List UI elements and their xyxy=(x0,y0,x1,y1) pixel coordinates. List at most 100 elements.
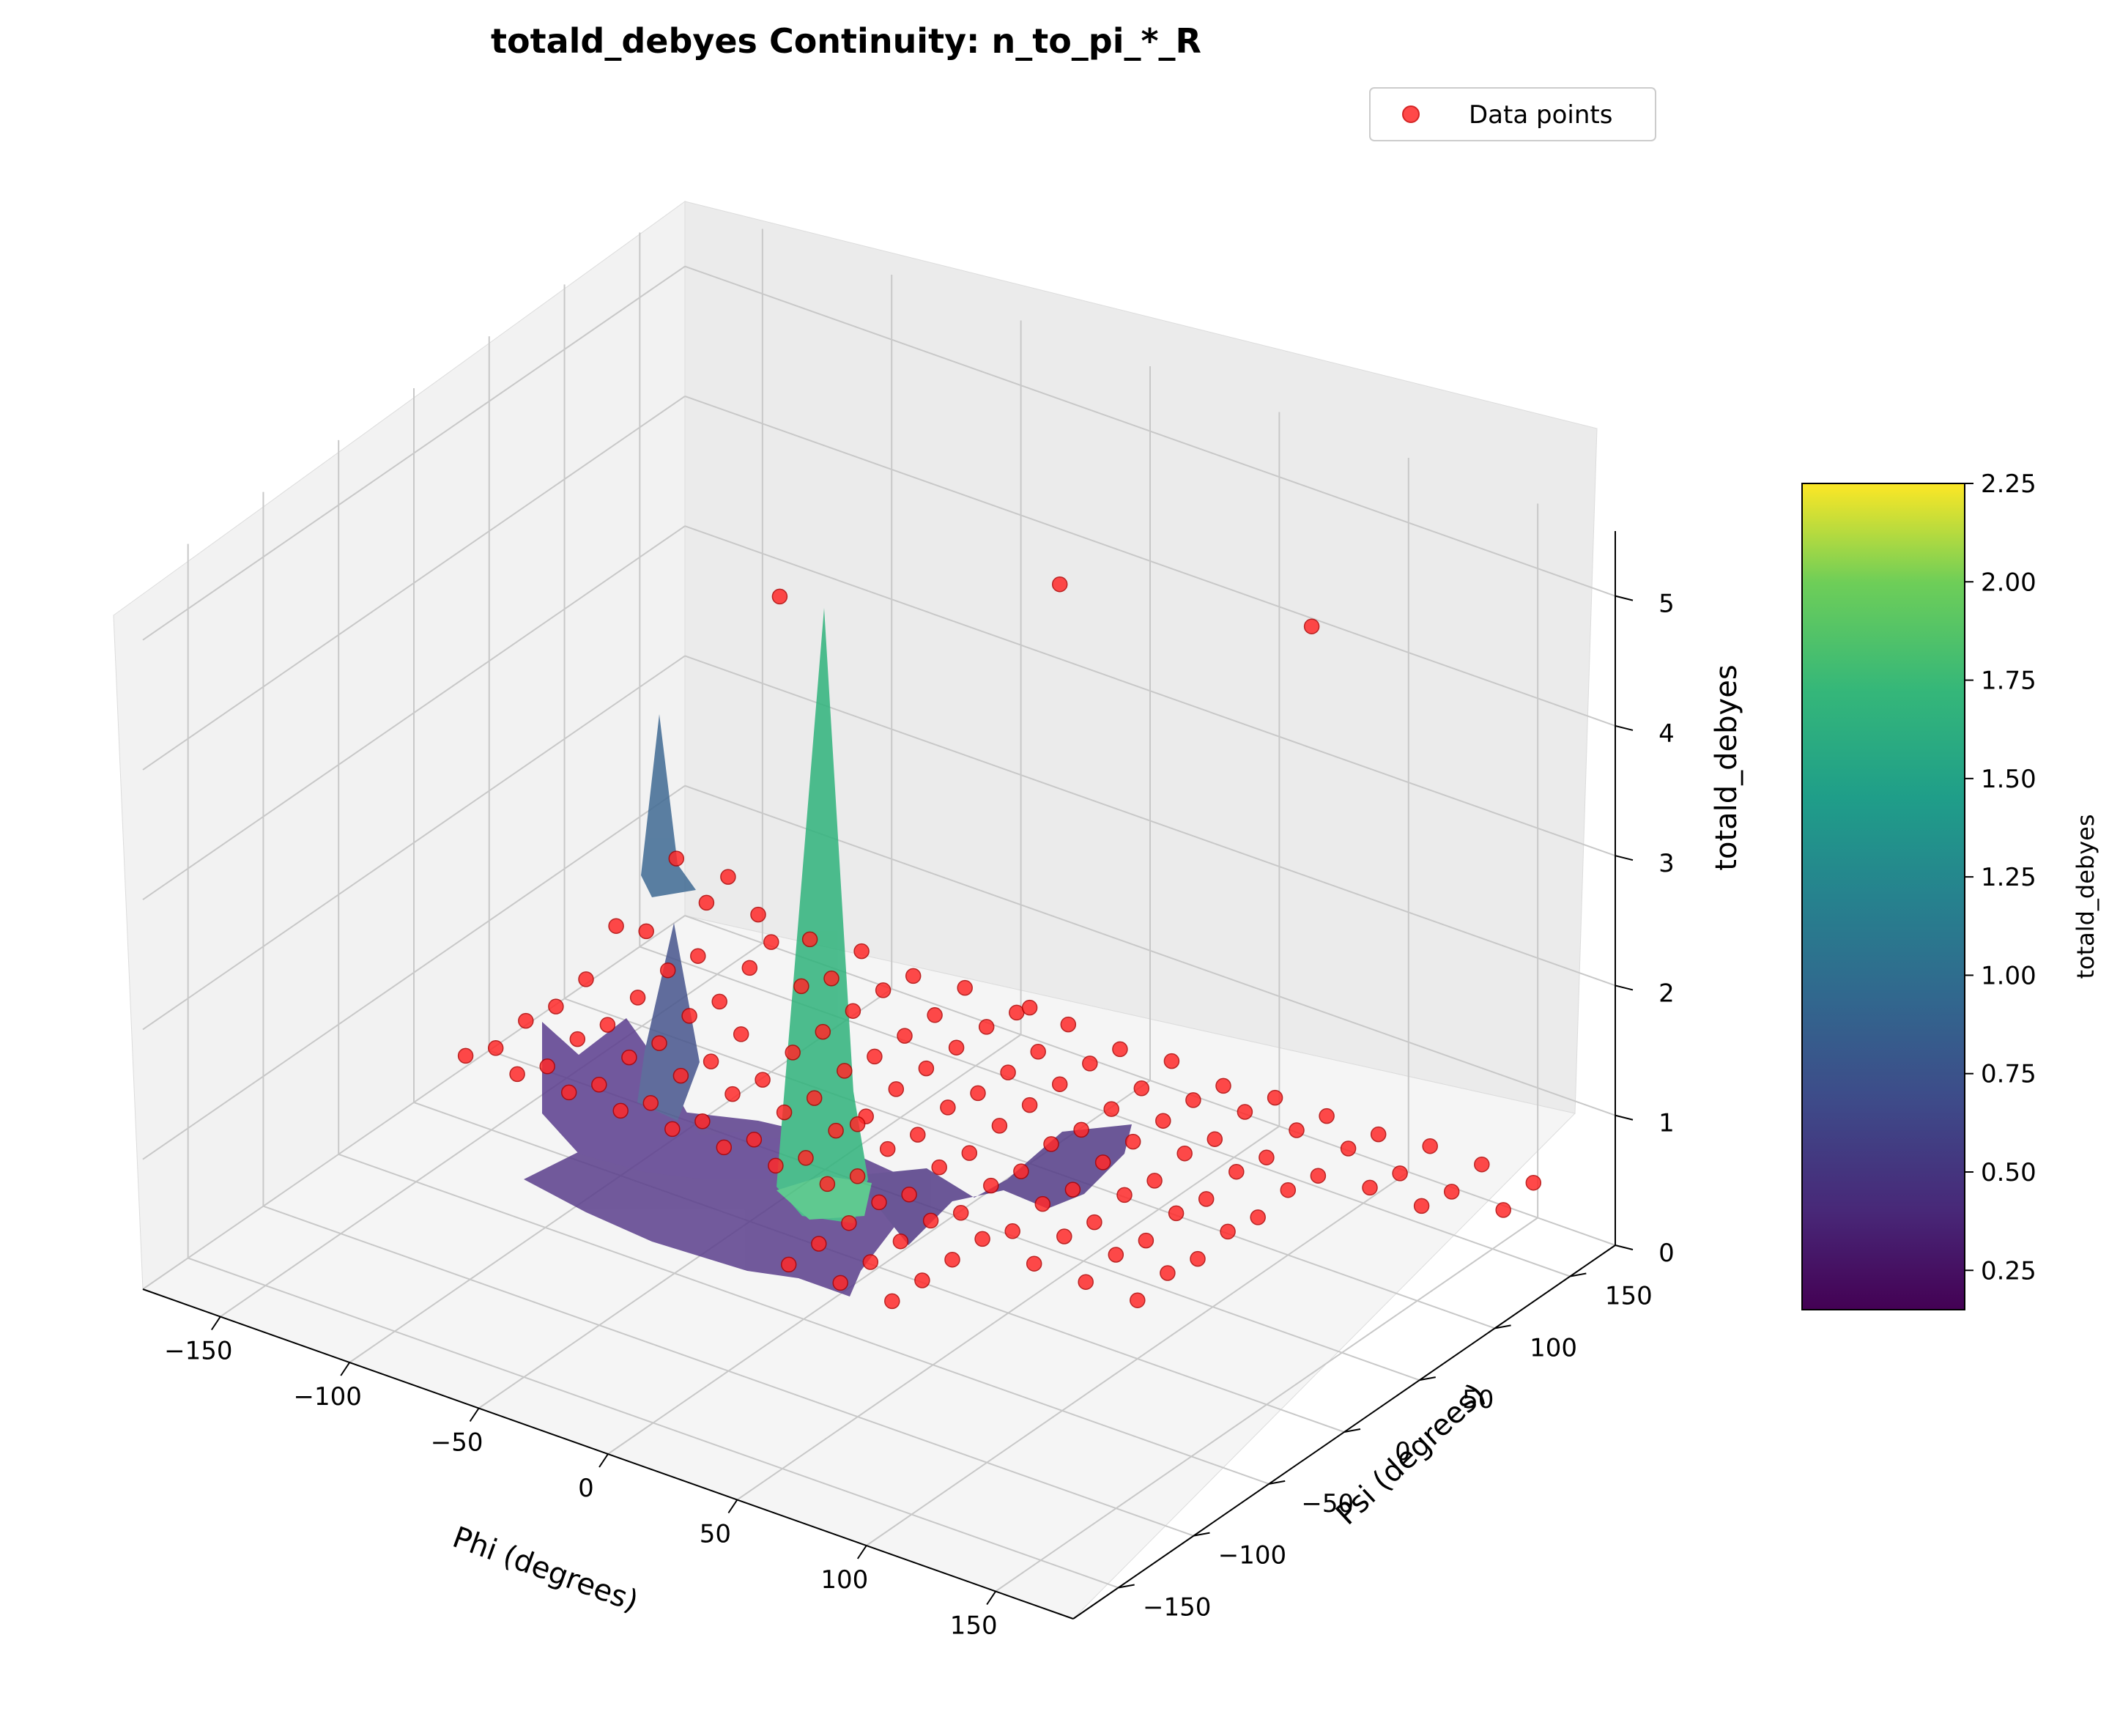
data-point xyxy=(837,1063,853,1079)
data-point xyxy=(621,1049,637,1066)
data-point xyxy=(776,1104,793,1121)
data-point xyxy=(1250,1209,1266,1225)
colorbar-tick-label: 1.25 xyxy=(1981,863,2036,892)
z-tick-label: 4 xyxy=(1658,719,1675,749)
data-point xyxy=(1207,1131,1223,1147)
data-point xyxy=(733,1026,749,1042)
data-point xyxy=(884,1293,900,1310)
data-point xyxy=(918,1060,935,1077)
data-point xyxy=(548,998,564,1014)
data-point xyxy=(819,1176,836,1192)
data-point xyxy=(1073,1121,1089,1138)
y-grid-line xyxy=(263,1205,1194,1537)
data-point xyxy=(823,971,839,987)
data-point xyxy=(1267,1089,1283,1106)
colorbar-tick-label: 0.75 xyxy=(1981,1060,2036,1089)
y-grid-line xyxy=(188,1257,1119,1589)
surface-peak-blue-tall xyxy=(641,714,696,897)
z-tick-mark xyxy=(1615,855,1634,861)
y-tick-mark xyxy=(1343,1428,1361,1433)
data-point xyxy=(690,948,706,964)
y-tick-label: −100 xyxy=(1218,1541,1286,1570)
x-tick-mark xyxy=(598,1453,609,1468)
z-grid-line-left xyxy=(142,655,686,1031)
data-point xyxy=(1112,1041,1128,1058)
data-points xyxy=(457,576,1542,1310)
data-point xyxy=(1198,1191,1215,1207)
data-point xyxy=(1237,1104,1253,1120)
data-point xyxy=(948,1039,965,1056)
z-tick-mark xyxy=(1615,724,1634,731)
data-point xyxy=(978,1019,995,1035)
z-grid-line-left xyxy=(142,265,686,641)
colorbar-ticks: 0.25 0.50 0.75 1.00 1.25 1.50 1.75 2.00 2.25 xyxy=(1965,470,2036,1286)
data-point xyxy=(888,1081,905,1097)
y-tick-mark xyxy=(1118,1584,1135,1589)
legend-box xyxy=(1369,87,1656,141)
data-point xyxy=(1030,1044,1046,1060)
data-point xyxy=(798,1150,814,1166)
x-axis-label: Phi (degrees) xyxy=(448,1521,642,1619)
data-point xyxy=(741,960,758,976)
y-axis-line xyxy=(1072,1244,1616,1620)
data-point xyxy=(961,1145,978,1161)
data-point xyxy=(1078,1274,1094,1290)
data-point xyxy=(1185,1092,1201,1108)
data-point xyxy=(1086,1214,1102,1231)
data-point xyxy=(845,1003,861,1019)
data-point xyxy=(940,1099,956,1116)
data-point xyxy=(1259,1149,1275,1165)
y-tick-label: 150 xyxy=(1605,1282,1653,1311)
data-point xyxy=(1060,1016,1077,1033)
data-point xyxy=(1138,1232,1154,1249)
data-point xyxy=(1124,1133,1141,1150)
data-point xyxy=(1000,1064,1016,1080)
data-point xyxy=(1340,1140,1357,1157)
data-point xyxy=(560,1084,577,1101)
legend-marker xyxy=(1402,105,1420,123)
z-tick-mark xyxy=(1615,1244,1634,1250)
data-point xyxy=(832,1275,848,1291)
colorbar-tick-label: 1.75 xyxy=(1981,667,2036,696)
z-grid-line-left xyxy=(142,915,686,1290)
x-tick-label: −150 xyxy=(164,1337,232,1366)
data-point xyxy=(569,1031,586,1047)
data-point xyxy=(801,931,818,948)
data-point xyxy=(629,990,646,1006)
data-point xyxy=(1525,1174,1542,1191)
data-point xyxy=(1051,1076,1068,1092)
data-point xyxy=(681,1008,697,1024)
data-point xyxy=(1190,1250,1206,1267)
data-point xyxy=(901,1187,917,1203)
data-point xyxy=(841,1214,857,1231)
z-grid-line-left xyxy=(142,396,686,771)
y-tick-label: −150 xyxy=(1143,1593,1211,1622)
data-point xyxy=(1021,1097,1038,1113)
data-point xyxy=(651,1035,667,1051)
data-point xyxy=(1056,1228,1072,1244)
data-point xyxy=(1474,1156,1490,1173)
data-point xyxy=(1108,1247,1124,1263)
data-point xyxy=(1064,1182,1081,1198)
data-point xyxy=(720,869,736,885)
data-point xyxy=(1215,1077,1231,1094)
data-point xyxy=(1228,1163,1245,1180)
chart-title: totald_debyes Continuity: n_to_pi_*_R xyxy=(491,21,1201,61)
data-point xyxy=(897,1028,913,1044)
z-ticks: 0 1 2 3 4 5 xyxy=(1658,590,1675,1268)
data-point xyxy=(694,1113,711,1129)
data-point xyxy=(539,1058,555,1075)
data-point xyxy=(1289,1122,1305,1138)
data-point xyxy=(910,1127,926,1143)
colorbar-gradient xyxy=(1801,483,1965,1310)
x-tick-label: −50 xyxy=(431,1428,483,1458)
colorbar-tick-label: 1.50 xyxy=(1981,765,2036,794)
y-tick-mark xyxy=(1419,1376,1436,1381)
data-point xyxy=(1220,1223,1236,1240)
data-point xyxy=(931,1159,947,1176)
colorbar-tick-label: 0.25 xyxy=(1981,1256,2036,1286)
colorbar-tick-label: 2.25 xyxy=(1981,470,2036,499)
y-tick-mark xyxy=(1269,1480,1286,1485)
y-tick-label: 100 xyxy=(1530,1333,1577,1362)
z-tick-mark xyxy=(1615,1114,1634,1121)
